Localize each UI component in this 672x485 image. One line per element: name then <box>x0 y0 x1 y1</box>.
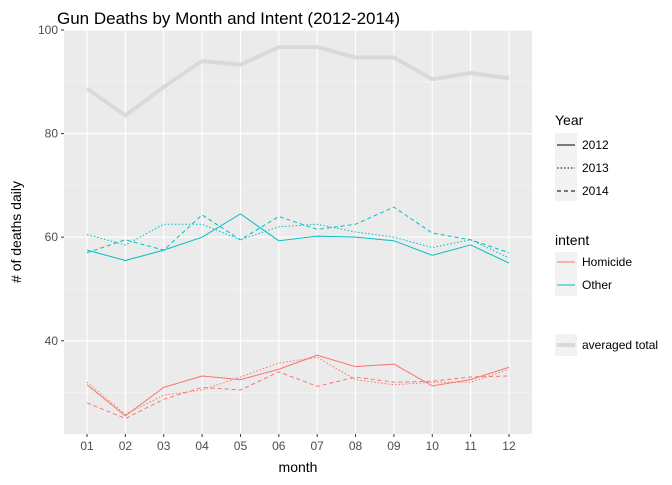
x-tick-label: 05 <box>234 439 248 453</box>
y-tick-label: 100 <box>38 23 58 37</box>
x-tick-label: 11 <box>464 439 477 453</box>
x-tick-label: 01 <box>80 439 94 453</box>
plot-panel <box>64 30 532 434</box>
legend-label-2012: 2012 <box>582 138 609 152</box>
series-homicide-2012 <box>86 354 510 417</box>
x-tick-label: 04 <box>195 439 209 453</box>
series-homicide-2014 <box>86 371 509 419</box>
x-tick-label: 10 <box>426 439 440 453</box>
legend-year-key-bg <box>555 133 577 201</box>
y-axis: 40 60 80 100 <box>38 23 64 348</box>
series-homicide-2013 <box>86 356 510 415</box>
grid-minor <box>64 81 532 393</box>
series-layer <box>85 45 510 419</box>
legend-label-averaged-total: averaged total <box>582 338 658 352</box>
series-other-2014 <box>86 206 510 254</box>
chart-title: Gun Deaths by Month and Intent (2012-201… <box>57 9 400 28</box>
legend-intent-title: intent <box>555 232 589 248</box>
legend-intent-key-bg <box>555 252 577 296</box>
series-averaged-total <box>85 45 510 118</box>
legend-label-other: Other <box>582 278 612 292</box>
y-axis-title: # of deaths daily <box>8 181 24 283</box>
series-other-2012 <box>86 213 510 264</box>
x-tick-label: 02 <box>119 439 133 453</box>
x-tick-label: 07 <box>311 439 325 453</box>
legend-year: Year 2012 2013 2014 <box>555 112 609 201</box>
x-tick-label: 12 <box>502 439 516 453</box>
x-tick-label: 03 <box>157 439 171 453</box>
x-axis: 01 02 03 04 05 06 07 08 09 10 11 12 <box>80 434 516 453</box>
legend-total: averaged total <box>555 334 658 356</box>
x-tick-label: 08 <box>349 439 363 453</box>
x-tick-label: 06 <box>272 439 286 453</box>
legend-intent: intent Homicide Other <box>555 232 632 296</box>
grid-major <box>64 29 532 434</box>
x-tick-label: 09 <box>387 439 401 453</box>
legend-label-2013: 2013 <box>582 161 609 175</box>
legend-year-title: Year <box>555 112 584 128</box>
legend-label-homicide: Homicide <box>582 255 632 269</box>
x-axis-title: month <box>279 459 318 475</box>
legend-label-2014: 2014 <box>582 184 609 198</box>
y-tick-label: 40 <box>45 334 59 348</box>
y-tick-label: 60 <box>45 230 59 244</box>
y-tick-label: 80 <box>45 127 59 141</box>
